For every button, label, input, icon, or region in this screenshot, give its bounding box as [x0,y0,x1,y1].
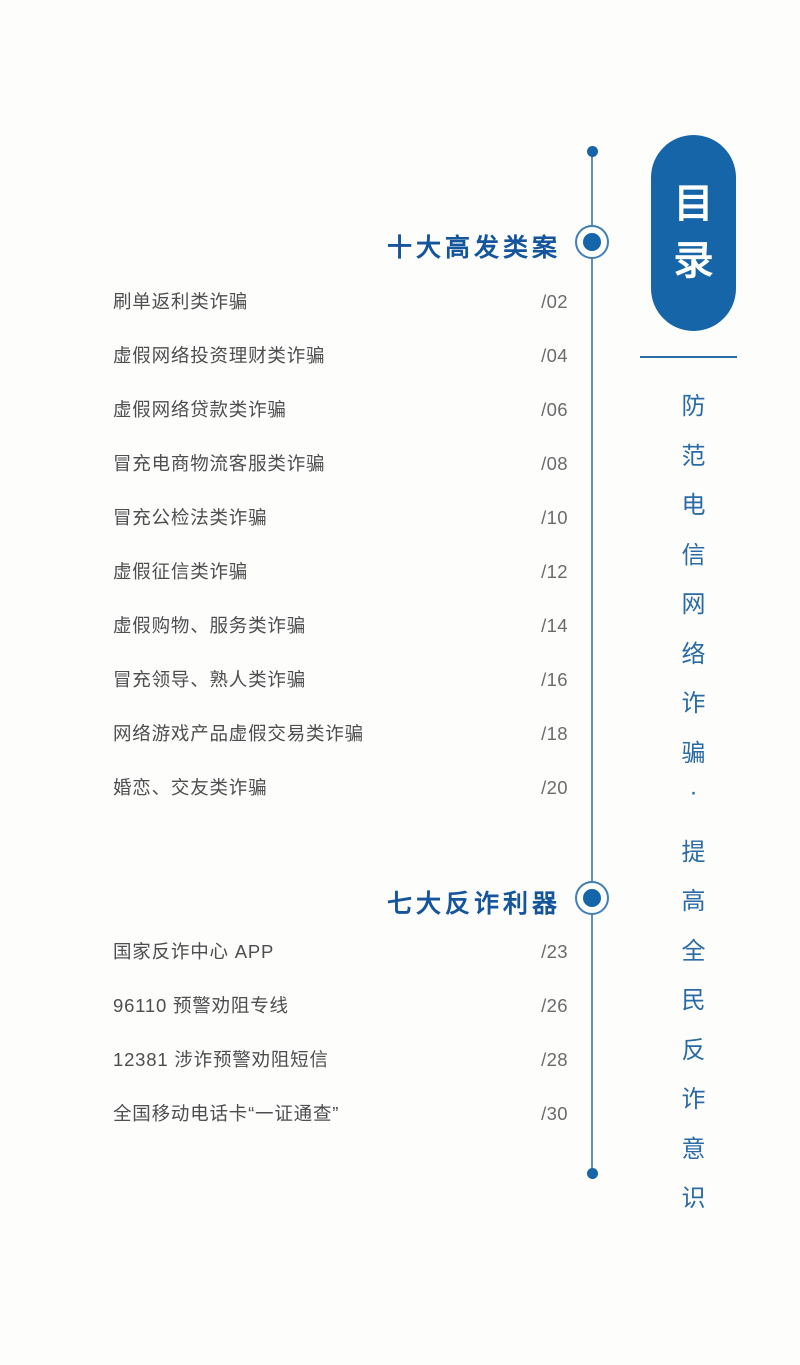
tagline-char: 识 [681,1185,706,1212]
toc-entry[interactable]: 婚恋、交友类诈骗 /20 [113,774,568,828]
toc-entry-page: /12 [541,561,568,582]
toc-entry-list-section-2: 国家反诈中心 APP /23 96110 预警劝阻专线 /26 12381 涉诈… [113,938,568,1154]
toc-entry-title: 96110 预警劝阻专线 [113,995,289,1016]
toc-entry-title: 网络游戏产品虚假交易类诈骗 [113,723,364,744]
toc-entry-title: 冒充领导、熟人类诈骗 [113,669,307,690]
toc-entry-page: /20 [541,777,568,798]
toc-entry[interactable]: 国家反诈中心 APP /23 [113,938,568,992]
tagline-char: 全 [681,937,706,965]
toc-entry-list-section-1: 刷单返利类诈骗 /02 虚假网络投资理财类诈骗 /04 虚假网络贷款类诈骗 /0… [113,288,568,828]
toc-entry[interactable]: 96110 预警劝阻专线 /26 [113,992,568,1046]
toc-entry-page: /08 [541,453,568,474]
toc-badge-char-1: 目 [673,181,714,227]
toc-entry-title: 虚假征信类诈骗 [113,561,249,582]
tagline-char: 信 [681,541,706,569]
toc-entry-page: /06 [541,399,568,420]
tagline-char: 网 [681,591,706,618]
toc-entry-page: /10 [541,507,568,528]
timeline-cap-top-icon [586,146,598,157]
toc-entry[interactable]: 网络游戏产品虚假交易类诈骗 /18 [113,720,568,774]
toc-entry[interactable]: 冒充电商物流客服类诈骗 /08 [113,450,568,504]
toc-entry-title: 冒充电商物流客服类诈骗 [113,453,326,474]
tagline-char: 电 [681,492,706,519]
tagline-char: 防 [681,393,706,420]
toc-entry-title: 全国移动电话卡“一证通查” [113,1103,340,1124]
toc-entry-page: /02 [541,291,568,312]
toc-entry-title: 刷单返利类诈骗 [113,291,249,312]
tagline-char: 高 [681,888,706,915]
toc-entry-title: 虚假购物、服务类诈骗 [113,615,307,636]
tagline-char-separator: · [689,779,698,806]
tagline-char: 诈 [681,1086,706,1113]
toc-entry[interactable]: 全国移动电话卡“一证通查” /30 [113,1100,568,1154]
timeline-rail [591,151,593,1179]
tagline-char: 提 [681,838,706,866]
timeline-node-icon-section-1 [575,225,609,259]
toc-entry-title: 虚假网络贷款类诈骗 [113,399,287,420]
tagline-char: 反 [681,1036,706,1064]
toc-entry[interactable]: 刷单返利类诈骗 /02 [113,288,568,342]
toc-entry-title: 12381 涉诈预警劝阻短信 [113,1049,329,1070]
timeline-cap-bottom-icon [586,1168,598,1179]
toc-badge-char-2: 录 [673,238,714,283]
toc-entry-page: /23 [541,941,568,962]
section-heading-2: 七大反诈利器 [386,890,561,918]
tagline-char: 诈 [681,690,706,717]
toc-badge: 目 录 [651,135,736,331]
toc-entry-page: /16 [541,669,568,690]
tagline-char: 范 [681,442,706,470]
toc-entry[interactable]: 虚假征信类诈骗 /12 [113,558,568,612]
toc-entry-title: 国家反诈中心 APP [113,941,275,962]
toc-entry[interactable]: 冒充公检法类诈骗 /10 [113,504,568,558]
toc-entry-title: 冒充公检法类诈骗 [113,507,268,528]
toc-entry[interactable]: 12381 涉诈预警劝阻短信 /28 [113,1046,568,1100]
toc-entry-page: /26 [541,995,568,1016]
section-heading-1: 十大高发类案 [386,234,561,262]
toc-entry-title: 婚恋、交友类诈骗 [113,777,268,798]
toc-entry-page: /30 [541,1103,568,1124]
toc-entry[interactable]: 虚假网络贷款类诈骗 /06 [113,396,568,450]
toc-entry[interactable]: 虚假购物、服务类诈骗 /14 [113,612,568,666]
toc-entry-page: /04 [541,345,568,366]
toc-entry-page: /28 [541,1049,568,1070]
tagline-char: 骗 [681,739,706,767]
toc-entry-page: /14 [541,615,568,636]
tagline-char: 民 [681,987,706,1014]
toc-entry[interactable]: 冒充领导、熟人类诈骗 /16 [113,666,568,720]
timeline-node-icon-section-2 [575,881,609,915]
vertical-tagline: 防 范 电 信 网 络 诈 骗 · 提 高 全 民 反 诈 意 识 [651,382,736,1224]
tagline-char: 意 [681,1135,706,1163]
toc-entry-page: /18 [541,723,568,744]
badge-divider [640,356,737,358]
toc-entry-title: 虚假网络投资理财类诈骗 [113,345,326,366]
toc-entry[interactable]: 虚假网络投资理财类诈骗 /04 [113,342,568,396]
tagline-char: 络 [681,640,706,668]
